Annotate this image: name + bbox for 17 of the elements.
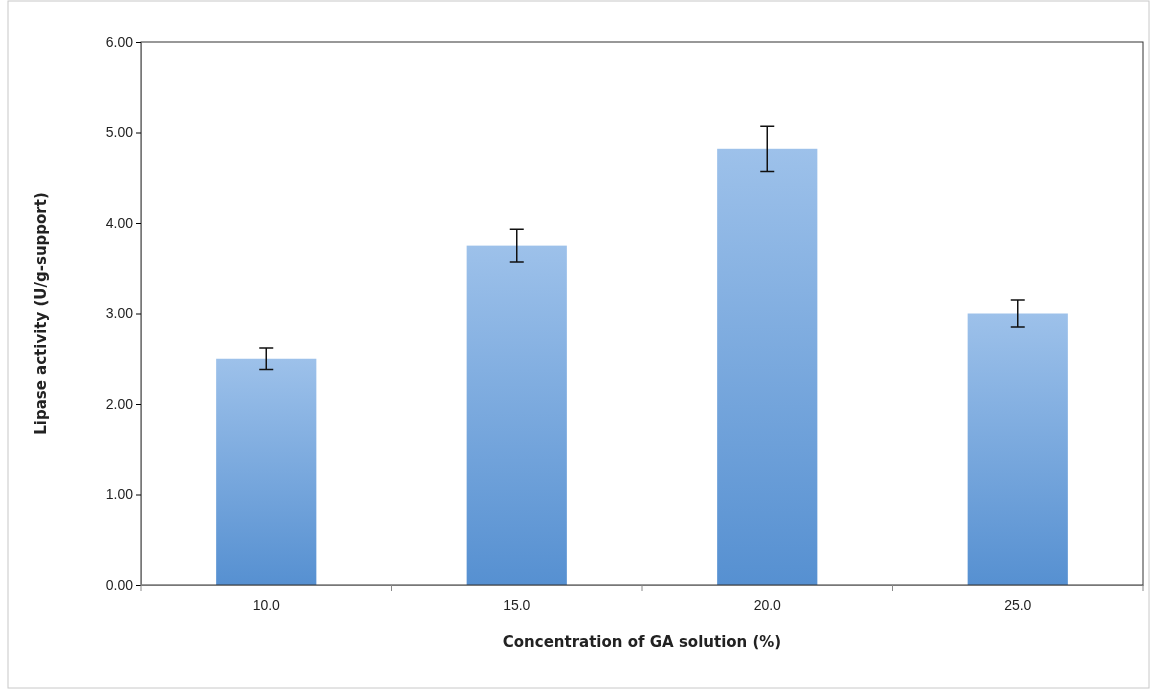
bar (967, 313, 1068, 585)
y-tick-label: 1.00 (105, 486, 134, 503)
y-axis-title: Lipase activity (U/g-support) (32, 192, 50, 435)
x-axis-title: Concentration of GA solution (%) (502, 633, 782, 651)
bar (717, 148, 818, 585)
bar (466, 245, 567, 585)
x-tick-label: 20.0 (753, 597, 782, 614)
y-tick-label: 6.00 (105, 33, 134, 50)
y-tick-label: 2.00 (105, 395, 134, 412)
bar (216, 358, 317, 585)
y-tick-label: 5.00 (105, 124, 134, 141)
x-tick-label: 25.0 (1004, 597, 1032, 614)
x-tick-label: 15.0 (503, 597, 531, 614)
y-tick-label: 4.00 (105, 214, 134, 231)
x-tick-label: 10.0 (252, 597, 281, 614)
y-tick-label: 3.00 (105, 305, 134, 322)
y-tick-label: 0.00 (105, 576, 134, 593)
